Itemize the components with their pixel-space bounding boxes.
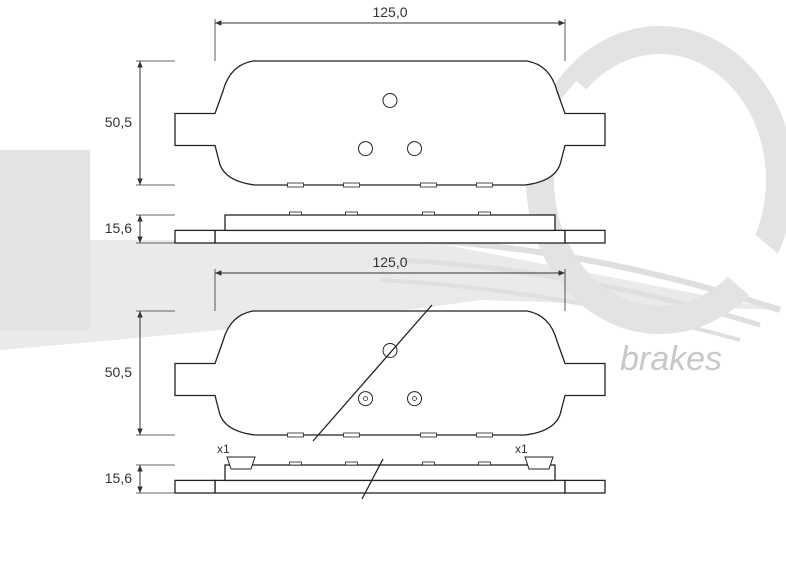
- dim-thickness: 15,6: [105, 220, 132, 236]
- pad-side-backplate: [215, 230, 565, 243]
- diagram-root: 125,0 50,5 15,6 x1 x1 125,0 50,5 15,6: [0, 0, 786, 572]
- dim-height: 50,5: [105, 114, 132, 130]
- hardware-clip: [227, 457, 255, 469]
- clip-qty-label: x1: [515, 442, 528, 456]
- pad-side-friction: [225, 215, 555, 230]
- brake-pad-face: [175, 311, 605, 435]
- dim-width: 125,0: [372, 4, 407, 20]
- clip-qty-label: x1: [217, 442, 230, 456]
- pad-side-friction: [225, 465, 555, 480]
- dim-height: 50,5: [105, 364, 132, 380]
- pad-side-backplate: [215, 480, 565, 493]
- hardware-clip: [525, 457, 553, 469]
- brake-pad-view-1: 125,0 50,5 15,6: [105, 4, 605, 243]
- brake-pad-face: [175, 61, 605, 185]
- brake-pad-view-2: x1 x1 125,0 50,5 15,6: [105, 254, 605, 499]
- dim-thickness: 15,6: [105, 470, 132, 486]
- dim-width: 125,0: [372, 254, 407, 270]
